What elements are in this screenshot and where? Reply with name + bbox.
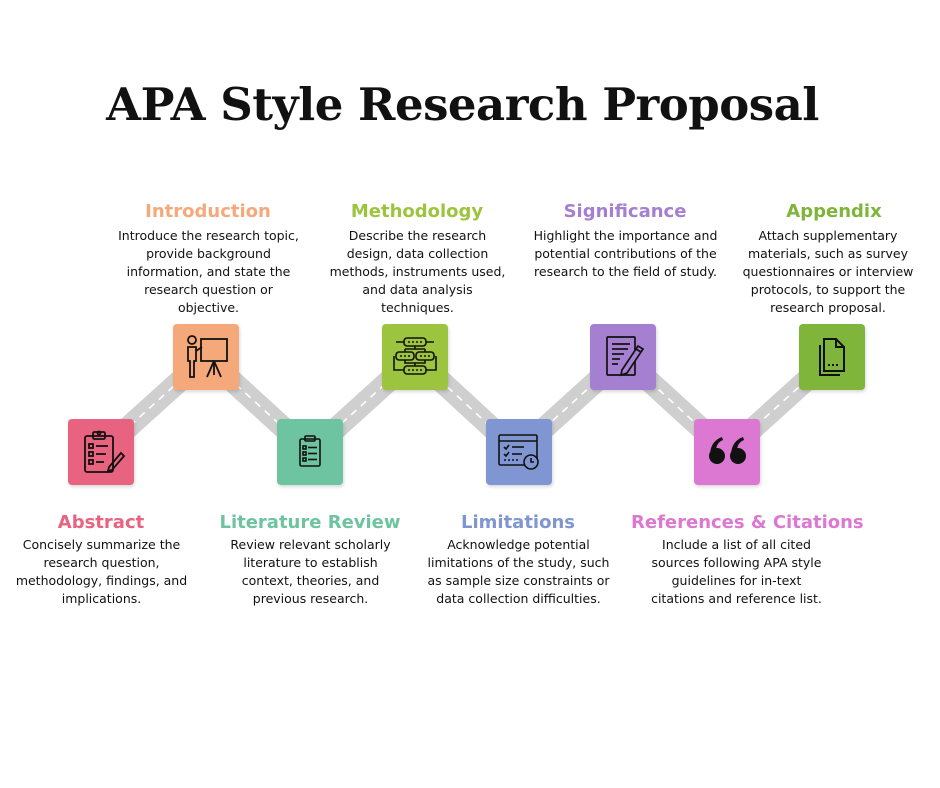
step-title-abstract: Abstract <box>57 512 145 533</box>
significance-node <box>590 324 656 390</box>
step-title-limitations: Limitations <box>461 512 575 533</box>
document-pen-icon <box>606 336 645 377</box>
step-description-limitations: Acknowledge potential limitations of the… <box>427 537 610 606</box>
main-title: APA Style Research Proposal <box>106 78 819 131</box>
introduction-node <box>173 324 239 390</box>
methodology-node <box>382 324 448 390</box>
clipboard-list-icon <box>299 435 321 467</box>
literature-review-node <box>277 419 343 485</box>
limitations-node <box>486 419 552 485</box>
step-title-introduction: Introduction <box>145 201 271 222</box>
step-title-significance: Significance <box>563 201 687 222</box>
step-description-abstract: Concisely summarize the research questio… <box>15 537 188 606</box>
step-description-literature-review: Review relevant scholarly literature to … <box>230 537 391 606</box>
presenter-board-icon <box>187 335 228 378</box>
step-title-literature-review: Literature Review <box>219 512 401 533</box>
quotation-marks-icon <box>709 437 746 464</box>
appendix-node <box>799 324 865 390</box>
step-title-methodology: Methodology <box>350 201 484 222</box>
documents-icon <box>819 338 845 376</box>
clipboard-checklist-icon <box>84 430 126 473</box>
references-citations-node <box>694 419 760 485</box>
step-title-appendix: Appendix <box>786 201 882 222</box>
step-description-significance: Highlight the importance and potential c… <box>533 228 718 279</box>
flowchart-icon <box>393 337 437 375</box>
step-title-references-citations: References & Citations <box>631 512 864 533</box>
step-description-methodology: Describe the research design, data colle… <box>329 228 506 315</box>
abstract-node <box>68 419 134 485</box>
step-description-introduction: Introduce the research topic, provide ba… <box>118 228 299 315</box>
step-description-appendix: Attach supplementary materials, such as … <box>742 228 914 315</box>
step-description-references-citations: Include a list of all cited sources foll… <box>651 537 822 606</box>
checklist-clock-icon <box>498 434 539 470</box>
